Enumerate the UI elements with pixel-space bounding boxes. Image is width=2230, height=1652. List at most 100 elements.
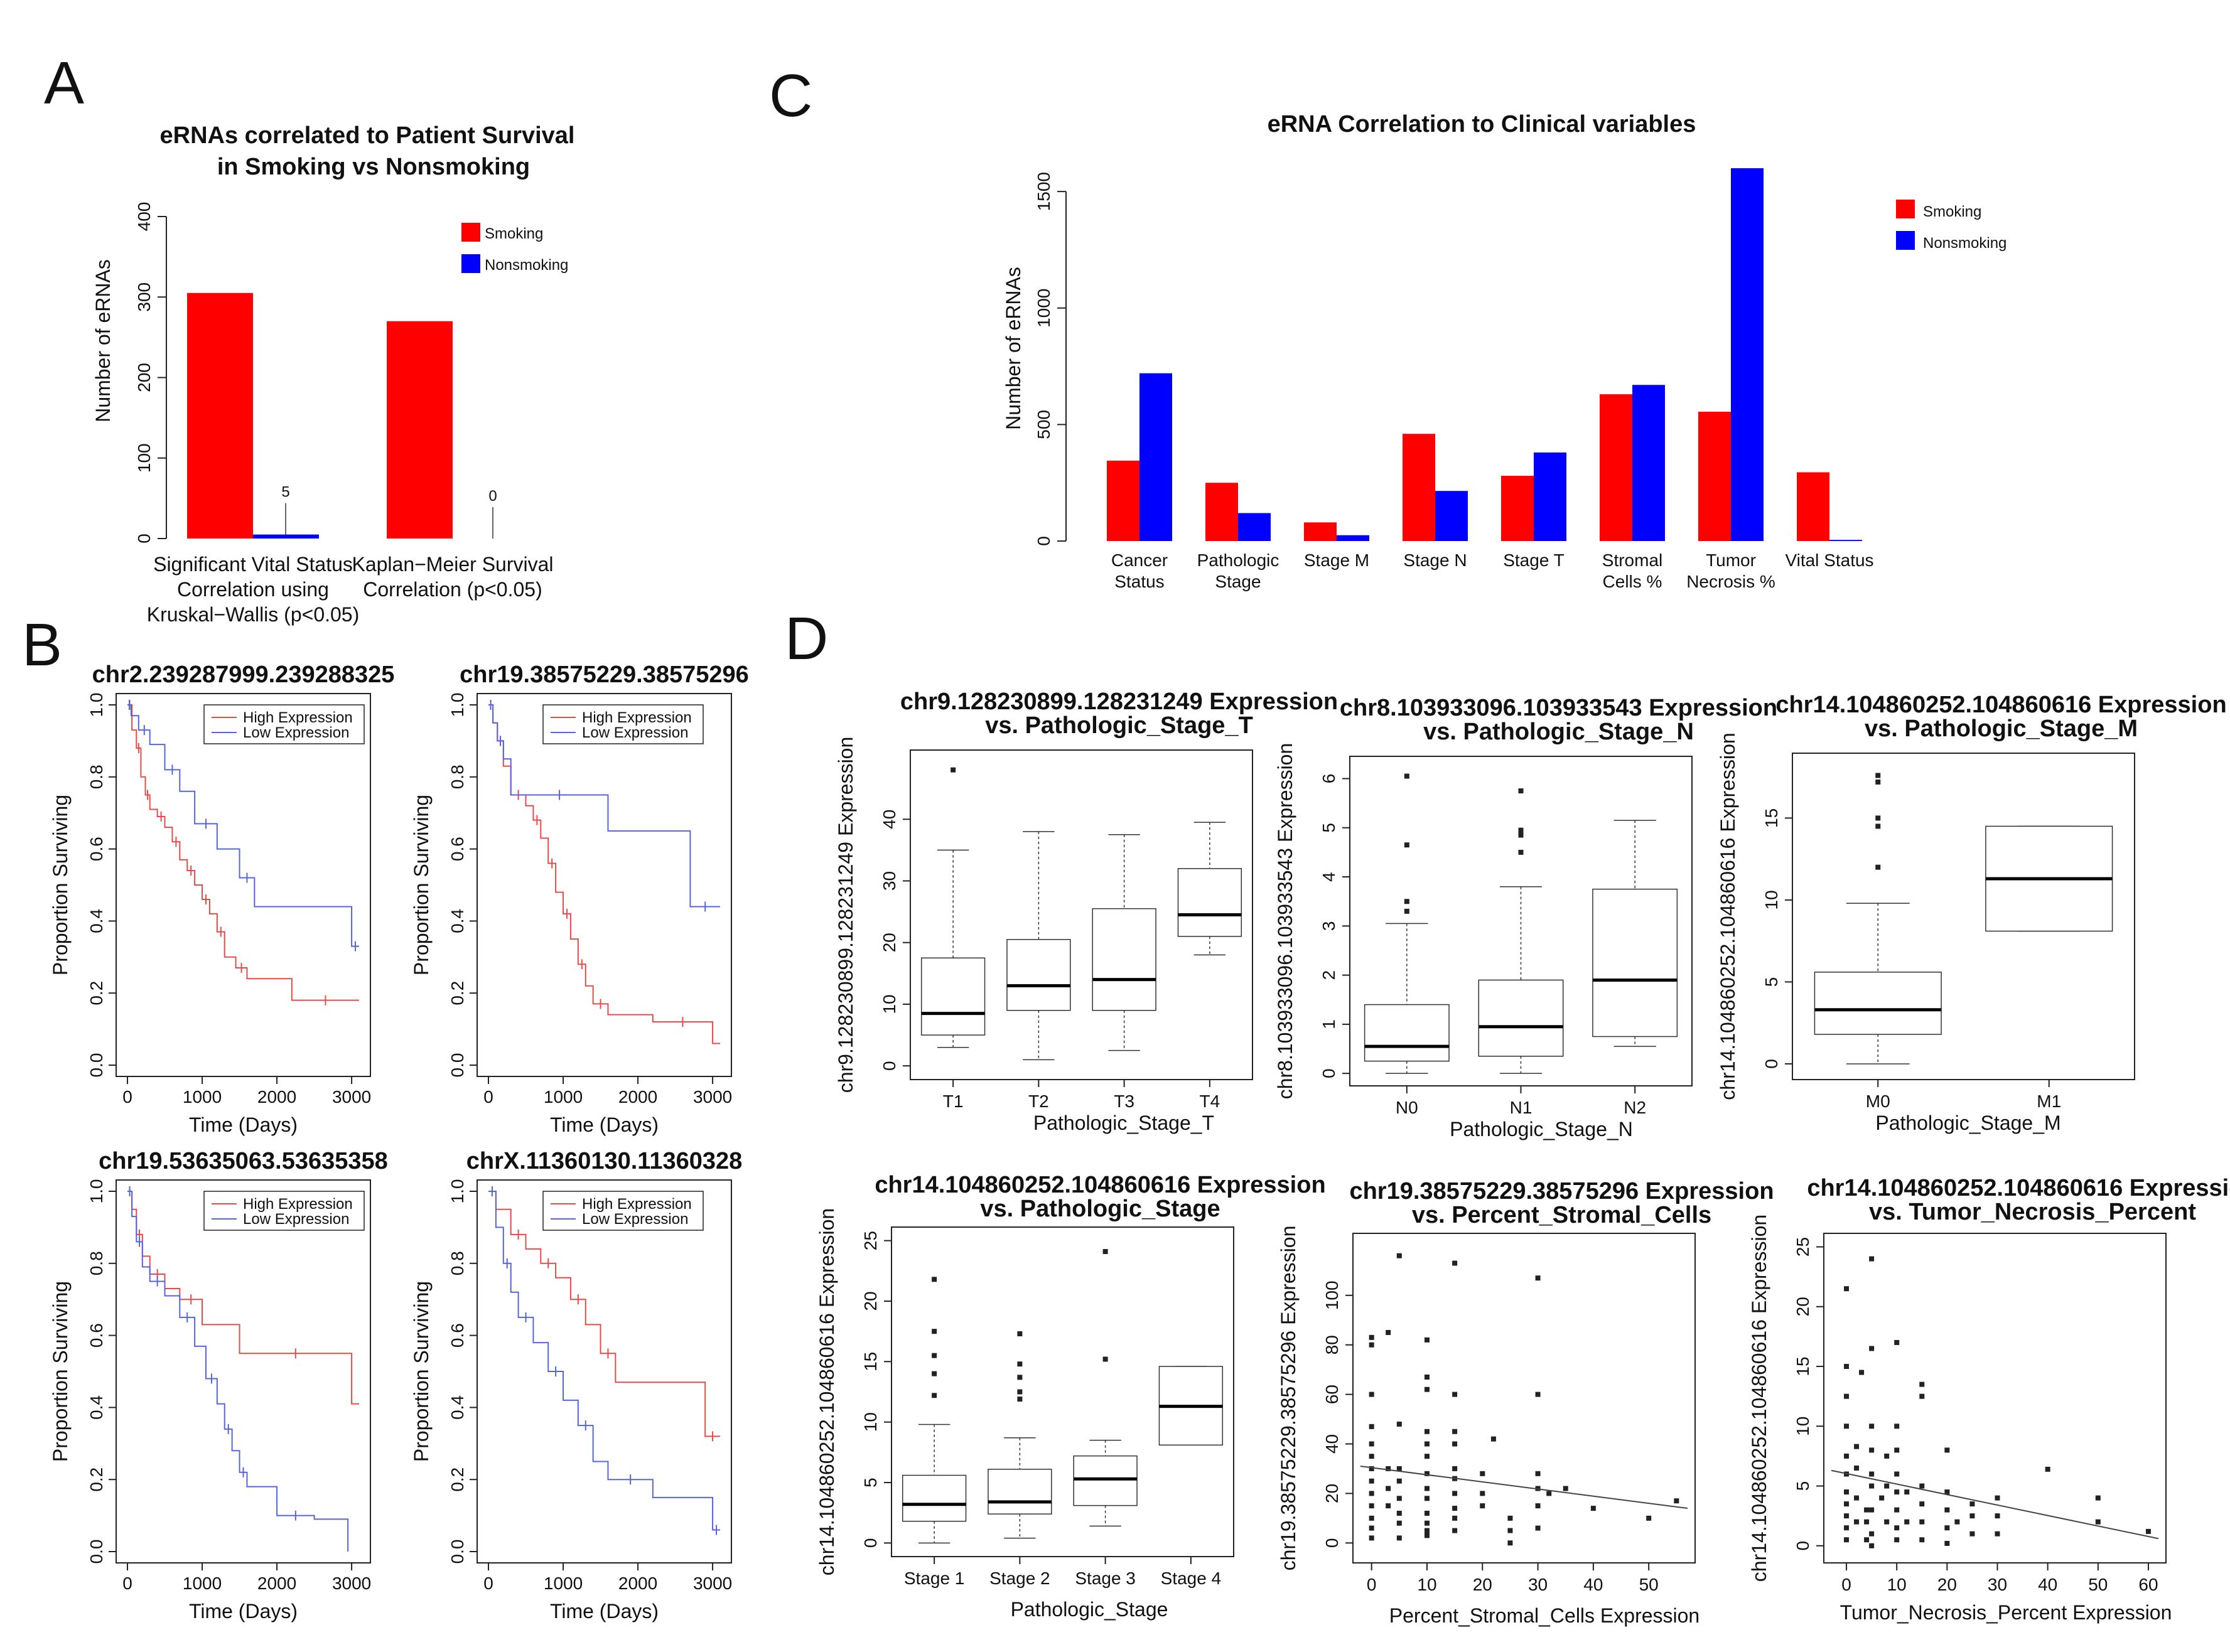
category-label: Cancer bbox=[1111, 550, 1168, 570]
scatter-point bbox=[1919, 1393, 1925, 1399]
scatter-point bbox=[1844, 1525, 1850, 1531]
x-tick-label: Stage 4 bbox=[1161, 1569, 1222, 1588]
outlier-point bbox=[1518, 832, 1524, 838]
scatter-point bbox=[1869, 1507, 1875, 1513]
y-tick-label: 0.8 bbox=[87, 764, 106, 789]
plot-frame bbox=[477, 1179, 732, 1564]
y-tick-label: 10 bbox=[1762, 890, 1781, 909]
scatter-point bbox=[1869, 1424, 1875, 1429]
scatter-point bbox=[1995, 1513, 2000, 1519]
scatter-point bbox=[1424, 1533, 1430, 1538]
scatter-point bbox=[1869, 1256, 1875, 1262]
scatter-point bbox=[1919, 1501, 1925, 1507]
x-tick-label: N1 bbox=[1510, 1098, 1532, 1117]
y-tick-label: 4 bbox=[1319, 872, 1339, 882]
scatter-point bbox=[1919, 1537, 1925, 1543]
y-tick-label: 25 bbox=[1793, 1237, 1813, 1257]
y-tick-label: 0.6 bbox=[87, 1323, 106, 1348]
scatter-point bbox=[1369, 1503, 1374, 1509]
plot-title: chr19.53635063.53635358 bbox=[99, 1148, 388, 1174]
outlier-point bbox=[932, 1393, 937, 1398]
x-tick-label: 10 bbox=[1887, 1575, 1907, 1594]
y-tick-label: 5 bbox=[1793, 1481, 1813, 1491]
y-tick-label: 10 bbox=[861, 1412, 880, 1432]
y-tick-label: 0.2 bbox=[448, 1467, 467, 1492]
x-axis-title: Time (Days) bbox=[550, 1113, 659, 1136]
category-label: Tumor bbox=[1706, 550, 1756, 570]
box-iqr bbox=[1177, 868, 1242, 937]
scatter-point bbox=[1844, 1501, 1850, 1507]
scatter-point bbox=[2095, 1519, 2101, 1525]
scatter-point bbox=[1424, 1520, 1430, 1526]
legend-box bbox=[542, 704, 704, 744]
panel-label-b: B bbox=[22, 611, 62, 678]
box-iqr bbox=[1006, 939, 1071, 1011]
y-tick-label: 0.4 bbox=[448, 1395, 467, 1420]
legend-label: Low Expression bbox=[243, 1211, 349, 1228]
x-tick-label: 1000 bbox=[183, 1087, 222, 1107]
y-axis-title: Number of eRNAs bbox=[92, 259, 114, 422]
outlier-point bbox=[1017, 1331, 1023, 1337]
scatter-point bbox=[1884, 1453, 1890, 1459]
km-plot-2: chr19.38575229.38575296 0.0 0.2 0.4 0.6 0.8 1.… bbox=[410, 662, 749, 1136]
scatter-point bbox=[1854, 1519, 1860, 1525]
scatter-point bbox=[1535, 1503, 1541, 1509]
x-tick-label: 30 bbox=[1988, 1575, 2007, 1594]
scatter-point bbox=[1369, 1478, 1374, 1484]
box-plot-4: chr14.104860252.104860616 Expressionvs. … bbox=[816, 1172, 1326, 1621]
y-tick-label: 200 bbox=[134, 363, 154, 392]
y-tick-label: 15 bbox=[861, 1352, 880, 1371]
legend-label: Low Expression bbox=[243, 724, 349, 741]
category-label: Cells % bbox=[1603, 572, 1662, 591]
scatter-point bbox=[1386, 1466, 1391, 1471]
scatter-point bbox=[1944, 1489, 1950, 1495]
survival-curve-low bbox=[127, 704, 359, 947]
scatter-point bbox=[1424, 1454, 1430, 1459]
y-tick-label: 100 bbox=[134, 443, 154, 473]
survival-curve-low bbox=[488, 704, 720, 908]
box-iqr bbox=[902, 1474, 967, 1522]
category-label: Kaplan−Meier Survival bbox=[352, 553, 553, 576]
scatter-point bbox=[1904, 1489, 1910, 1495]
scatter-point bbox=[1869, 1447, 1875, 1453]
bar-nonsmoking bbox=[1435, 491, 1468, 541]
outlier-point bbox=[1875, 823, 1881, 829]
scatter-point bbox=[2045, 1466, 2050, 1472]
scatter-point bbox=[1369, 1441, 1374, 1447]
x-tick-label: N0 bbox=[1396, 1098, 1418, 1117]
y-tick-label: 10 bbox=[880, 994, 899, 1014]
legend-label: Low Expression bbox=[582, 1211, 688, 1228]
plot-title: chr8.103933096.103933543 Expression bbox=[1340, 695, 1777, 721]
survival-curve-high bbox=[488, 1191, 720, 1437]
plot-title: vs. Pathologic_Stage bbox=[980, 1196, 1220, 1222]
scatter-point bbox=[1894, 1471, 1900, 1477]
outlier-point bbox=[1518, 827, 1524, 833]
category-label: Stage T bbox=[1503, 550, 1565, 570]
outlier-point bbox=[1017, 1361, 1023, 1367]
x-tick-label: 40 bbox=[2038, 1575, 2057, 1594]
scatter-point bbox=[1944, 1447, 1950, 1453]
outlier-point bbox=[932, 1371, 937, 1376]
bar-nonsmoking bbox=[253, 534, 319, 539]
outlier-point bbox=[932, 1353, 937, 1358]
bar-nonsmoking bbox=[1337, 535, 1369, 541]
scatter-point bbox=[1452, 1441, 1458, 1447]
data-label: 5 bbox=[281, 484, 289, 501]
plot-title: chr14.104860252.104860616 Expression bbox=[875, 1172, 1325, 1198]
y-tick-label: 0 bbox=[880, 1061, 899, 1071]
scatter-point bbox=[1869, 1346, 1875, 1351]
x-axis-title: Time (Days) bbox=[189, 1600, 298, 1622]
legend-label: Smoking bbox=[1923, 203, 1981, 220]
scatter-point bbox=[1864, 1519, 1870, 1525]
regression-line bbox=[1831, 1469, 2159, 1540]
plot-frame bbox=[1823, 1233, 2167, 1564]
scatter-point bbox=[1452, 1260, 1458, 1266]
y-axis-title: Proportion Surviving bbox=[410, 1281, 433, 1462]
bar-smoking bbox=[1107, 460, 1139, 541]
y-axis-title: Number of eRNAs bbox=[1002, 267, 1025, 430]
scatter-point bbox=[1424, 1510, 1430, 1516]
panel-b-survival-curves: chr2.239287999.239288325 0.0 0.2 0.4 0.6 0.8 1… bbox=[49, 662, 749, 1622]
plot-title: chr14.104860252.104860616 Expression bbox=[1775, 692, 2226, 718]
y-tick-label: 20 bbox=[861, 1291, 880, 1311]
